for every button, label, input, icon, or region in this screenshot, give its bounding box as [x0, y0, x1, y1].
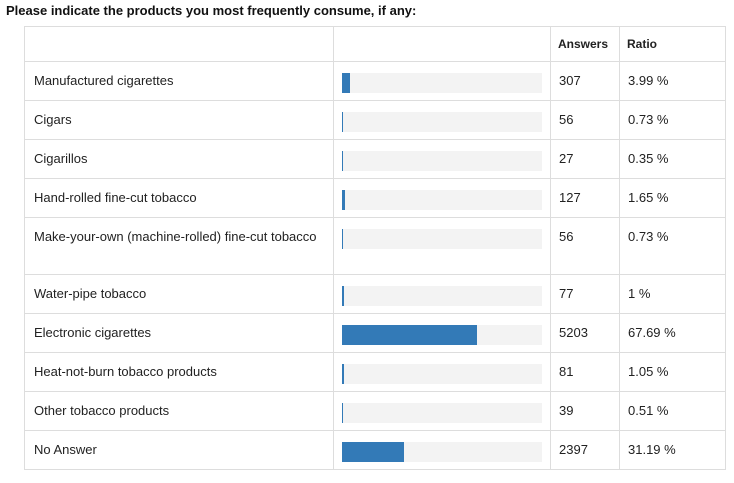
ratio-value: 31.19 %: [619, 430, 726, 470]
table-row: Manufactured cigarettes 307 3.99 %: [24, 61, 726, 101]
bar-track: [342, 73, 542, 93]
bar-cell: [333, 217, 551, 275]
bar: [342, 442, 404, 462]
table-row: Cigarillos 27 0.35 %: [24, 139, 726, 179]
row-label: Hand-rolled fine-cut tobacco: [24, 178, 334, 218]
results-body: Manufactured cigarettes 307 3.99 % Cigars 56…: [24, 61, 726, 470]
answer-count: 27: [550, 139, 620, 179]
header-label: [24, 26, 334, 62]
bar-track: [342, 325, 542, 345]
table-row: Electronic cigarettes 5203 67.69 %: [24, 313, 726, 353]
bar-cell: [333, 100, 551, 140]
bar: [342, 325, 477, 345]
bar-track: [342, 112, 542, 132]
bar-track: [342, 403, 542, 423]
bar-cell: [333, 178, 551, 218]
table-row: Water-pipe tobacco 77 1 %: [24, 274, 726, 314]
ratio-value: 0.73 %: [619, 217, 726, 275]
row-label: Make-your-own (machine-rolled) fine-cut …: [24, 217, 334, 275]
bar: [342, 151, 343, 171]
row-label: Manufactured cigarettes: [24, 61, 334, 101]
answer-count: 307: [550, 61, 620, 101]
header-answers: Answers: [550, 26, 620, 62]
header-bar: [333, 26, 551, 62]
table-row: Heat-not-burn tobacco products 81 1.05 %: [24, 352, 726, 392]
bar: [342, 112, 343, 132]
bar-cell: [333, 139, 551, 179]
bar: [342, 73, 350, 93]
row-label: Water-pipe tobacco: [24, 274, 334, 314]
bar: [342, 364, 344, 384]
bar-cell: [333, 430, 551, 470]
ratio-value: 1.05 %: [619, 352, 726, 392]
table-row: Make-your-own (machine-rolled) fine-cut …: [24, 217, 726, 275]
table-row: Cigars 56 0.73 %: [24, 100, 726, 140]
bar-track: [342, 286, 542, 306]
row-label: Other tobacco products: [24, 391, 334, 431]
table-row: Hand-rolled fine-cut tobacco 127 1.65 %: [24, 178, 726, 218]
answer-count: 5203: [550, 313, 620, 353]
bar-cell: [333, 313, 551, 353]
answer-count: 127: [550, 178, 620, 218]
bar-track: [342, 364, 542, 384]
bar-track: [342, 229, 542, 249]
bar: [342, 403, 343, 423]
ratio-value: 0.73 %: [619, 100, 726, 140]
row-label: Cigarillos: [24, 139, 334, 179]
ratio-value: 1.65 %: [619, 178, 726, 218]
bar: [342, 286, 344, 306]
header-row: Answers Ratio: [24, 26, 726, 62]
row-label: Electronic cigarettes: [24, 313, 334, 353]
answer-count: 81: [550, 352, 620, 392]
ratio-value: 3.99 %: [619, 61, 726, 101]
results-table: Answers Ratio Manufactured cigarettes 307…: [24, 26, 726, 470]
bar-cell: [333, 61, 551, 101]
ratio-value: 1 %: [619, 274, 726, 314]
header-ratio: Ratio: [619, 26, 726, 62]
bar-track: [342, 442, 542, 462]
table-row: No Answer 2397 31.19 %: [24, 430, 726, 470]
bar-cell: [333, 391, 551, 431]
answer-count: 56: [550, 100, 620, 140]
row-label: Heat-not-burn tobacco products: [24, 352, 334, 392]
bar-cell: [333, 274, 551, 314]
ratio-value: 0.35 %: [619, 139, 726, 179]
row-label: Cigars: [24, 100, 334, 140]
answer-count: 56: [550, 217, 620, 275]
bar: [342, 229, 343, 249]
ratio-value: 67.69 %: [619, 313, 726, 353]
answer-count: 39: [550, 391, 620, 431]
ratio-value: 0.51 %: [619, 391, 726, 431]
answer-count: 77: [550, 274, 620, 314]
bar-cell: [333, 352, 551, 392]
question-title: Please indicate the products you most fr…: [6, 3, 417, 18]
row-label: No Answer: [24, 430, 334, 470]
bar: [342, 190, 345, 210]
bar-track: [342, 151, 542, 171]
answer-count: 2397: [550, 430, 620, 470]
bar-track: [342, 190, 542, 210]
table-row: Other tobacco products 39 0.51 %: [24, 391, 726, 431]
